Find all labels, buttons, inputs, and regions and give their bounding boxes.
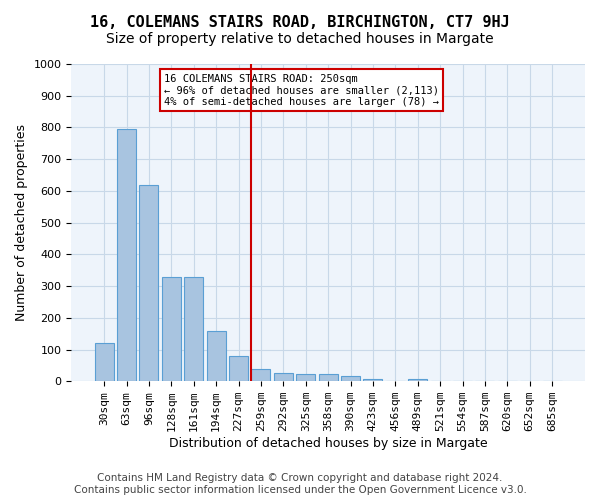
Text: 16 COLEMANS STAIRS ROAD: 250sqm
← 96% of detached houses are smaller (2,113)
4% : 16 COLEMANS STAIRS ROAD: 250sqm ← 96% of… (164, 74, 439, 106)
Bar (95, 343, 113, 381)
Bar (229, 356, 248, 381)
Bar (408, 378, 427, 381)
Text: 16, COLEMANS STAIRS ROAD, BIRCHINGTON, CT7 9HJ: 16, COLEMANS STAIRS ROAD, BIRCHINGTON, C… (90, 15, 510, 30)
Bar (139, 184, 158, 381)
Bar (341, 376, 360, 381)
Y-axis label: Number of detached properties: Number of detached properties (15, 124, 28, 321)
X-axis label: Distribution of detached houses by size in Margate: Distribution of detached houses by size … (169, 437, 487, 450)
Bar (296, 374, 315, 381)
Bar (117, 129, 136, 381)
Bar (251, 369, 271, 381)
Text: Contains HM Land Registry data © Crown copyright and database right 2024.
Contai: Contains HM Land Registry data © Crown c… (74, 474, 526, 495)
Bar (319, 374, 338, 381)
Bar (184, 277, 203, 381)
Bar (274, 372, 293, 381)
Text: Size of property relative to detached houses in Margate: Size of property relative to detached ho… (106, 32, 494, 46)
Bar (206, 332, 226, 381)
Bar (364, 378, 382, 381)
Bar (162, 277, 181, 381)
